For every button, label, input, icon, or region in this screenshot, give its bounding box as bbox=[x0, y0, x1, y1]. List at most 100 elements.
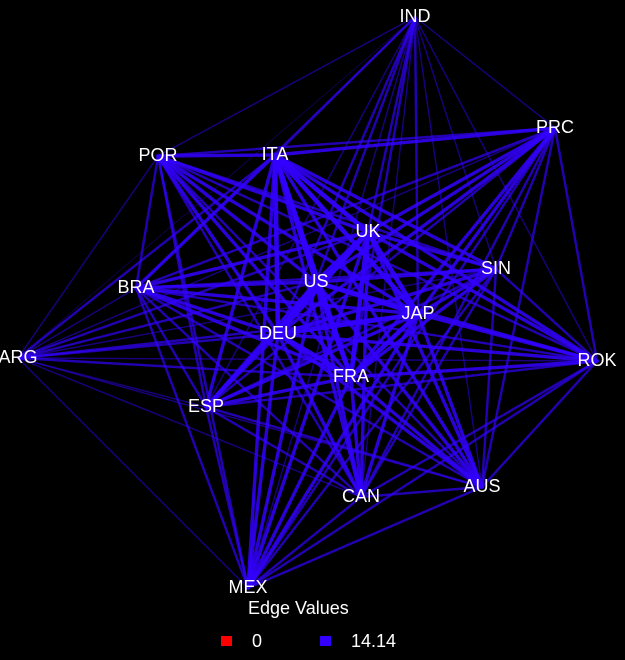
node-labels-layer: IND PRC POR ITA UK SIN BRA US JAP DEU ARG ROK FRA ESP… bbox=[0, 6, 617, 596]
node-label-mex: MEX bbox=[228, 577, 267, 596]
edge-bra-can bbox=[134, 286, 363, 499]
edge-por-us bbox=[156, 154, 318, 284]
edge-bra-esp bbox=[134, 286, 208, 409]
edge-sin-aus bbox=[480, 267, 498, 489]
edge-prc-uk bbox=[366, 126, 557, 234]
edge-us-deu bbox=[275, 279, 319, 337]
edge-ita-bra bbox=[134, 153, 277, 290]
edge-prc-rok bbox=[553, 126, 599, 363]
edge-uk-aus bbox=[366, 230, 484, 489]
edge-bra-us bbox=[134, 280, 318, 290]
edge-ind-jap bbox=[413, 15, 420, 316]
node-label-uk: UK bbox=[355, 221, 380, 241]
edge-deu-arg bbox=[16, 332, 280, 360]
edge-esp-aus bbox=[204, 405, 484, 489]
network-graph: IND PRC POR ITA UK SIN BRA US JAP DEU ARG ROK FRA ESP… bbox=[0, 6, 617, 596]
edge-rok-mex bbox=[246, 359, 599, 590]
node-label-por: POR bbox=[138, 145, 177, 165]
edge-jap-mex bbox=[246, 312, 420, 590]
edge-prc-us bbox=[314, 126, 557, 284]
edge-por-fra bbox=[156, 154, 353, 379]
edge-sin-jap bbox=[416, 267, 498, 316]
node-label-rok: ROK bbox=[577, 350, 616, 370]
edge-ita-deu bbox=[272, 152, 281, 337]
node-label-arg: ARG bbox=[0, 347, 38, 367]
node-label-fra: FRA bbox=[333, 366, 369, 386]
edge-deu-mex bbox=[246, 332, 280, 590]
edge-bra-mex bbox=[134, 286, 250, 590]
edge-ind-ita bbox=[273, 15, 417, 157]
edge-sin-fra bbox=[349, 267, 498, 379]
node-label-ita: ITA bbox=[262, 144, 289, 164]
edge-us-mex bbox=[246, 280, 318, 590]
node-label-deu: DEU bbox=[259, 323, 297, 343]
edge-ita-esp bbox=[204, 153, 277, 409]
edge-us-jap bbox=[313, 279, 421, 317]
edge-uk-fra bbox=[348, 229, 371, 380]
edge-jap-aus bbox=[416, 312, 484, 489]
edge-deu-aus bbox=[276, 332, 484, 489]
edge-por-jap bbox=[156, 154, 420, 316]
edge-ita-mex bbox=[246, 153, 277, 590]
edge-ita-jap bbox=[272, 152, 421, 317]
edge-prc-por bbox=[156, 126, 557, 158]
edge-rok-can bbox=[359, 359, 599, 499]
edge-fra-can bbox=[349, 375, 363, 499]
edge-prc-jap bbox=[416, 126, 557, 316]
node-label-sin: SIN bbox=[481, 258, 511, 278]
edge-ind-fra bbox=[349, 15, 417, 379]
legend-swatch-max bbox=[320, 636, 331, 646]
edge-esp-mex bbox=[204, 405, 250, 590]
legend-item-max: 14.14 bbox=[320, 630, 396, 652]
edge-ita-uk bbox=[272, 152, 371, 235]
edge-rok-aus bbox=[480, 359, 599, 489]
node-label-us: US bbox=[303, 271, 328, 291]
edge-ita-arg bbox=[16, 153, 277, 360]
legend-item-min: 0 bbox=[221, 630, 262, 652]
edge-arg-mex bbox=[17, 357, 249, 589]
edge-jap-fra bbox=[348, 311, 421, 380]
edge-jap-rok bbox=[416, 312, 599, 363]
node-label-bra: BRA bbox=[117, 277, 154, 297]
edge-prc-arg bbox=[17, 127, 556, 359]
edge-ind-por bbox=[157, 16, 416, 157]
edge-deu-rok bbox=[276, 332, 599, 363]
edge-uk-jap bbox=[365, 229, 421, 317]
edge-uk-bra bbox=[134, 230, 370, 290]
edge-por-ita bbox=[156, 153, 277, 158]
edge-prc-fra bbox=[349, 126, 557, 379]
edge-ind-arg bbox=[17, 16, 416, 359]
edge-uk-rok bbox=[366, 230, 599, 363]
edge-us-can bbox=[314, 280, 363, 499]
edge-fra-esp bbox=[204, 375, 353, 409]
edge-prc-bra bbox=[134, 126, 557, 290]
node-label-can: CAN bbox=[342, 486, 380, 506]
legend-title: Edge Values bbox=[248, 598, 349, 618]
node-label-prc: PRC bbox=[536, 117, 574, 137]
edge-bra-aus bbox=[134, 286, 484, 489]
legend-label-max: 14.14 bbox=[351, 630, 397, 651]
edge-por-bra bbox=[134, 154, 160, 290]
edge-ita-sin bbox=[273, 153, 498, 271]
edge-deu-esp bbox=[204, 332, 280, 409]
node-label-jap: JAP bbox=[401, 303, 434, 323]
edge-sin-rok bbox=[494, 267, 599, 363]
node-label-ind: IND bbox=[400, 6, 431, 26]
edge-bra-deu bbox=[134, 286, 280, 336]
edge-aus-mex bbox=[246, 485, 484, 590]
edges-layer bbox=[16, 15, 599, 590]
node-label-aus: AUS bbox=[463, 476, 500, 496]
edge-ind-can bbox=[360, 16, 416, 498]
edge-bra-arg bbox=[17, 287, 137, 359]
edge-ind-prc bbox=[414, 16, 556, 129]
edge-can-mex bbox=[246, 495, 363, 590]
edge-por-mex bbox=[156, 154, 250, 590]
edge-jap-deu bbox=[275, 311, 421, 337]
edge-por-arg bbox=[17, 155, 159, 359]
edge-fra-mex bbox=[246, 375, 353, 590]
edge-esp-can bbox=[204, 405, 363, 499]
edge-us-fra bbox=[313, 279, 354, 380]
edge-uk-sin bbox=[366, 230, 498, 271]
edge-deu-can bbox=[276, 332, 363, 499]
edge-por-deu bbox=[156, 154, 280, 336]
